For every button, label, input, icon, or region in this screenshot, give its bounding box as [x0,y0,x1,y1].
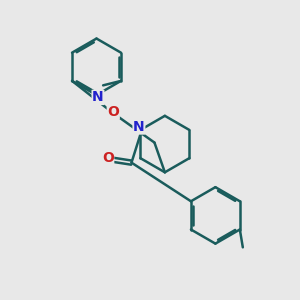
Text: N: N [92,90,104,104]
Text: N: N [133,120,145,134]
Text: O: O [102,151,114,165]
Text: O: O [107,105,119,119]
